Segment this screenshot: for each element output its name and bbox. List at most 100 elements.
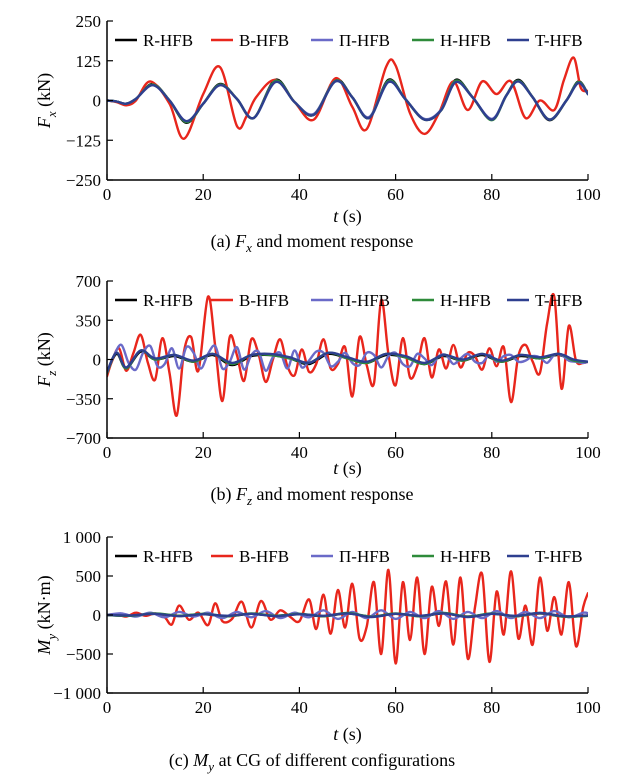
y-tick-label: 0 bbox=[93, 606, 102, 625]
legend-label: H-HFB bbox=[440, 291, 491, 310]
panel-caption: (b) Fz and moment response bbox=[210, 484, 413, 508]
caption-var: F bbox=[235, 484, 248, 504]
y-axis-label-unit: (kN) bbox=[34, 332, 55, 371]
legend: R-HFB B-HFB Π-HFB H-HFB T-HFB bbox=[115, 31, 583, 50]
y-axis-label-sub: x bbox=[44, 111, 59, 118]
x-tick-label: 80 bbox=[483, 698, 500, 717]
legend: R-HFB B-HFB Π-HFB H-HFB T-HFB bbox=[115, 291, 583, 310]
y-tick-label: 0 bbox=[93, 92, 102, 111]
x-tick-label: 20 bbox=[195, 698, 212, 717]
series-line-thfb bbox=[107, 349, 588, 373]
caption-sub: y bbox=[206, 759, 214, 774]
legend-label: H-HFB bbox=[440, 547, 491, 566]
caption-var: F bbox=[234, 231, 247, 251]
x-tick-label: 40 bbox=[291, 698, 308, 717]
series-line-bhfb bbox=[107, 293, 588, 417]
x-tick-label: 20 bbox=[195, 443, 212, 462]
y-axis-label-sub: y bbox=[44, 634, 59, 642]
y-tick-label: 500 bbox=[76, 567, 102, 586]
x-tick-label: 0 bbox=[103, 443, 112, 462]
legend-label: B-HFB bbox=[239, 547, 289, 566]
y-tick-label: −125 bbox=[66, 131, 101, 150]
series-group bbox=[107, 56, 588, 140]
legend-label: T-HFB bbox=[535, 547, 583, 566]
y-axis-label: Fz (kN) bbox=[34, 332, 59, 388]
caption-rest: and moment response bbox=[252, 484, 413, 504]
y-tick-label: −350 bbox=[66, 390, 101, 409]
series-group bbox=[107, 293, 588, 417]
series-group bbox=[107, 568, 588, 665]
x-axis-label-var: t bbox=[333, 206, 339, 226]
legend-label: B-HFB bbox=[239, 31, 289, 50]
y-tick-label: 350 bbox=[76, 311, 102, 330]
x-tick-label: 60 bbox=[387, 698, 404, 717]
series-line-thfb bbox=[107, 79, 588, 123]
x-axis-label-unit: (s) bbox=[338, 458, 362, 479]
x-tick-label: 100 bbox=[575, 185, 601, 204]
caption-rest: at CG of different configurations bbox=[214, 750, 455, 770]
series-line-thfb bbox=[107, 611, 588, 619]
y-axis-label-var: F bbox=[34, 375, 54, 388]
legend-label: R-HFB bbox=[143, 291, 193, 310]
legend-label: R-HFB bbox=[143, 31, 193, 50]
y-tick-label: −500 bbox=[66, 645, 101, 664]
x-axis-label: t (s) bbox=[333, 206, 362, 227]
legend-label: Π-HFB bbox=[339, 291, 390, 310]
caption-prefix: (c) bbox=[169, 750, 193, 771]
y-axis-label-var: M bbox=[34, 639, 54, 656]
y-axis-label-unit: (kN) bbox=[34, 73, 55, 112]
panel-caption: (c) My at CG of different configurations bbox=[169, 750, 455, 774]
x-axis-label: t (s) bbox=[333, 724, 362, 745]
series-line-bhfb bbox=[107, 56, 588, 140]
legend-label: T-HFB bbox=[535, 31, 583, 50]
y-tick-label: −700 bbox=[66, 429, 101, 448]
x-tick-label: 60 bbox=[387, 185, 404, 204]
y-axis-label: Fx (kN) bbox=[34, 73, 59, 129]
caption-sub: x bbox=[245, 240, 252, 255]
y-axis-label-sub: z bbox=[44, 371, 59, 377]
x-tick-label: 80 bbox=[483, 185, 500, 204]
x-axis-label-unit: (s) bbox=[338, 206, 362, 227]
y-tick-label: 250 bbox=[76, 12, 102, 31]
caption-sub: z bbox=[246, 493, 252, 508]
x-axis-label-unit: (s) bbox=[338, 724, 362, 745]
x-axis-label: t (s) bbox=[333, 458, 362, 479]
legend-label: B-HFB bbox=[239, 291, 289, 310]
x-axis-label-var: t bbox=[333, 458, 339, 478]
x-tick-label: 40 bbox=[291, 185, 308, 204]
y-axis-label-unit: (kN·m) bbox=[34, 575, 55, 633]
y-axis-label-var: F bbox=[34, 116, 54, 129]
x-tick-label: 20 bbox=[195, 185, 212, 204]
x-tick-label: 100 bbox=[575, 443, 601, 462]
series-line-bhfb bbox=[107, 568, 588, 665]
x-tick-label: 0 bbox=[103, 185, 112, 204]
x-axis-label-var: t bbox=[333, 724, 339, 744]
panel-caption: (a) Fx and moment response bbox=[211, 231, 414, 255]
y-tick-label: 1 000 bbox=[63, 528, 101, 547]
legend-label: T-HFB bbox=[535, 291, 583, 310]
y-tick-label: 125 bbox=[76, 52, 102, 71]
x-tick-label: 40 bbox=[291, 443, 308, 462]
caption-var: M bbox=[192, 750, 209, 770]
y-tick-label: 0 bbox=[93, 351, 102, 370]
x-tick-label: 80 bbox=[483, 443, 500, 462]
y-tick-label: −250 bbox=[66, 171, 101, 190]
y-axis-label: My (kN·m) bbox=[34, 575, 59, 655]
y-tick-label: −1 000 bbox=[53, 684, 101, 703]
x-tick-label: 100 bbox=[575, 698, 601, 717]
legend-label: R-HFB bbox=[143, 547, 193, 566]
x-tick-label: 0 bbox=[103, 698, 112, 717]
caption-prefix: (b) bbox=[210, 484, 236, 505]
legend-label: Π-HFB bbox=[339, 547, 390, 566]
legend-label: Π-HFB bbox=[339, 31, 390, 50]
y-tick-label: 700 bbox=[76, 272, 102, 291]
caption-rest: and moment response bbox=[252, 231, 413, 251]
legend: R-HFB B-HFB Π-HFB H-HFB T-HFB bbox=[115, 547, 583, 566]
x-tick-label: 60 bbox=[387, 443, 404, 462]
caption-prefix: (a) bbox=[211, 231, 235, 252]
legend-label: H-HFB bbox=[440, 31, 491, 50]
